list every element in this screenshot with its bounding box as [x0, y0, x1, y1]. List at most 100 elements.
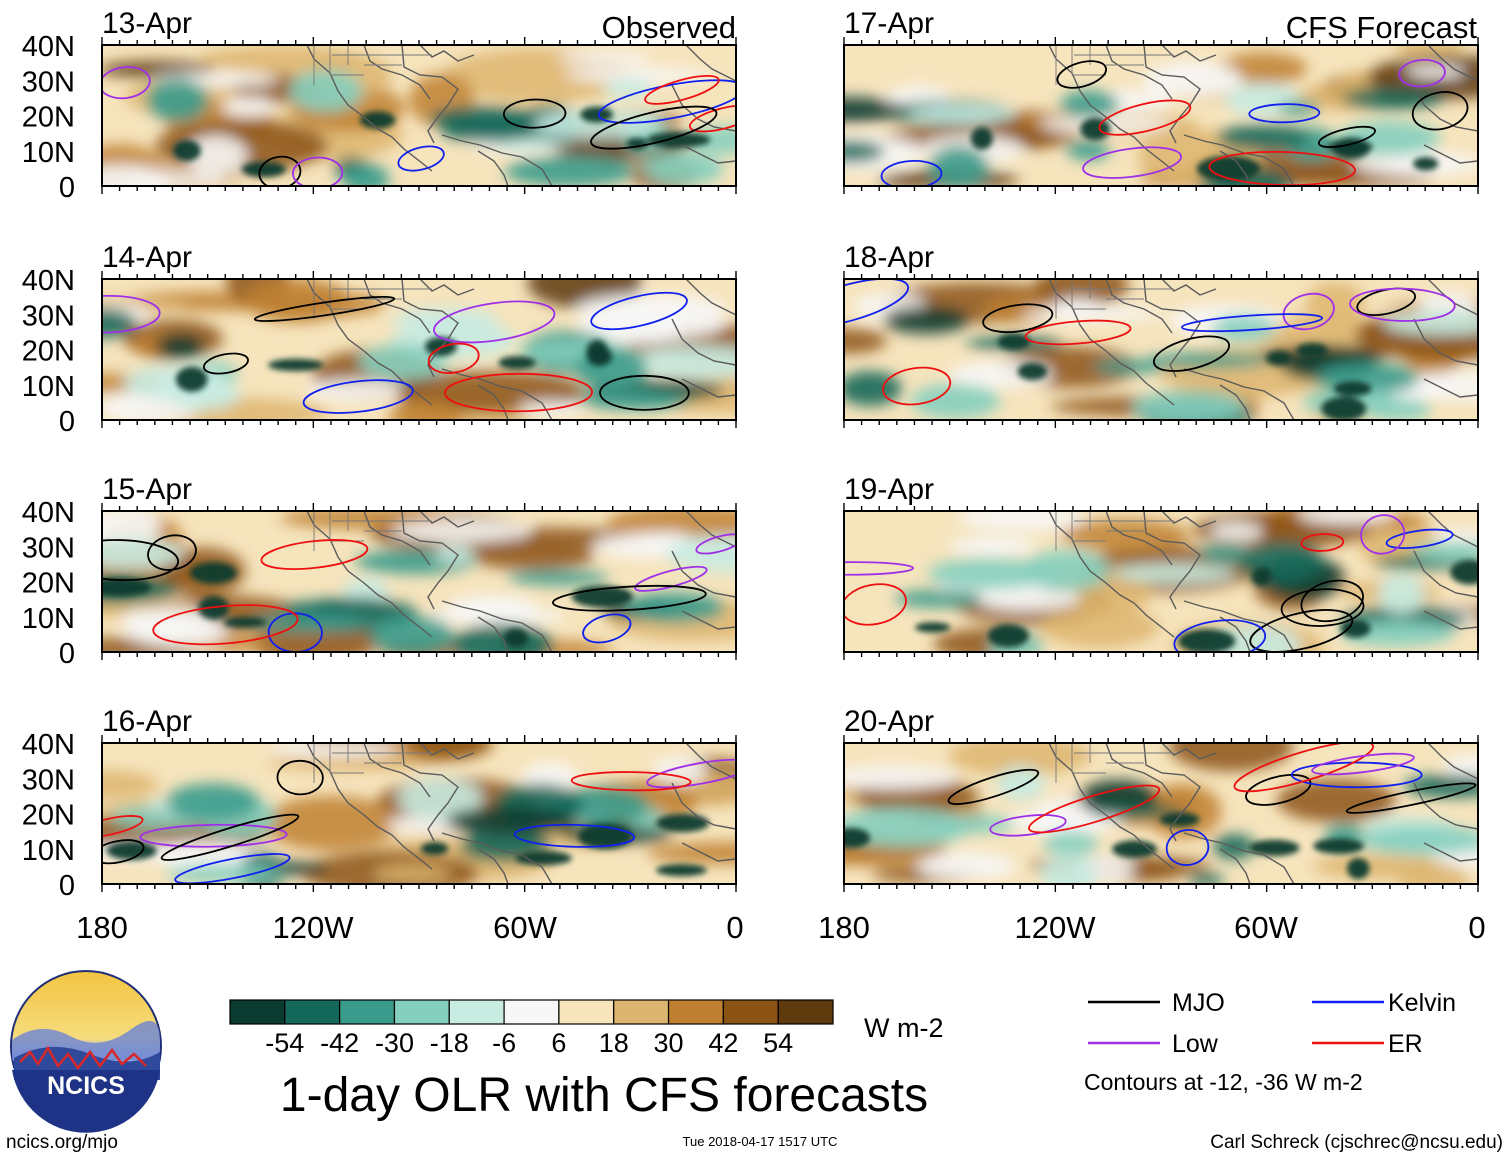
- neutral-anomaly: [564, 67, 713, 83]
- er-contour: [260, 539, 369, 570]
- olr-field: [102, 511, 736, 652]
- coastline: [1183, 600, 1295, 652]
- er-contour: [1024, 319, 1132, 346]
- coastline: [1143, 45, 1201, 144]
- wet-core: [1251, 566, 1272, 587]
- kelvin-contour: [397, 145, 445, 172]
- wet-core: [1333, 381, 1372, 397]
- neutral-anomaly: [126, 615, 227, 647]
- colorbar-swatch: [613, 999, 670, 1025]
- wet-anomaly: [1043, 830, 1099, 856]
- wet-core: [241, 161, 287, 178]
- low-contour: [1360, 514, 1406, 555]
- olr-field: [844, 45, 1478, 186]
- mjo-contour: [1345, 782, 1477, 814]
- state-border: [1072, 752, 1144, 774]
- coastline: [419, 279, 475, 296]
- lat-label: 10N: [22, 371, 75, 403]
- lat-label: 0: [59, 638, 75, 670]
- panel-date: 19-Apr: [844, 473, 934, 506]
- olr-field: [844, 279, 1478, 420]
- coastline: [1105, 279, 1173, 334]
- dry-anomaly: [1168, 743, 1294, 772]
- low-contour: [139, 823, 288, 848]
- legend-label-mjo: MJO: [1172, 989, 1225, 1017]
- wet-anomaly: [1093, 359, 1168, 374]
- wet-anomaly: [665, 534, 736, 573]
- colorbar-label: -30: [375, 1028, 414, 1058]
- wet-core: [1111, 840, 1157, 858]
- state-border: [330, 54, 402, 76]
- kelvin-contour: [1180, 313, 1324, 333]
- wet-core: [970, 127, 993, 150]
- wet-anomaly: [155, 334, 204, 360]
- kelvin-contour: [302, 379, 414, 414]
- coastline: [1048, 279, 1175, 406]
- wet-core: [223, 616, 267, 628]
- coastline: [1048, 743, 1175, 870]
- neutral-anomaly: [1430, 529, 1478, 543]
- dry-anomaly: [102, 770, 159, 799]
- lat-label: 30N: [22, 764, 75, 796]
- lat-label: 40N: [22, 497, 75, 529]
- er-contour: [1208, 150, 1356, 186]
- wet-core: [359, 111, 396, 129]
- state-borders: [1055, 511, 1174, 551]
- neutral-anomaly: [917, 851, 1017, 880]
- colorbar-label: 54: [763, 1028, 793, 1058]
- mjo-contour: [202, 352, 249, 375]
- lat-label: 20N: [22, 336, 75, 368]
- panel-date: 16-Apr: [102, 705, 192, 738]
- low-contour: [646, 758, 736, 789]
- dry-anomaly: [372, 863, 452, 883]
- wet-core: [189, 562, 237, 584]
- wet-core: [1326, 140, 1373, 153]
- coastline: [1219, 384, 1251, 420]
- wet-core: [515, 851, 572, 866]
- logo-text: NCICS: [47, 1072, 125, 1100]
- wet-core: [1265, 350, 1292, 366]
- source-url: ncics.org/mjo: [6, 1132, 118, 1153]
- wet-anomaly: [1089, 804, 1184, 819]
- er-contour: [1300, 533, 1345, 552]
- tick-marks: [101, 735, 737, 892]
- coastline: [1143, 743, 1201, 842]
- wet-anomaly: [289, 69, 363, 113]
- dry-anomaly: [263, 795, 399, 852]
- lat-label: 0: [59, 406, 75, 438]
- coastline: [671, 550, 736, 598]
- neutral-anomaly: [185, 135, 247, 175]
- coastline: [477, 848, 509, 884]
- colorbar-label: 18: [599, 1028, 629, 1058]
- colorbar-label: 30: [654, 1028, 684, 1058]
- lon-label: 60W: [493, 910, 557, 945]
- neutral-anomaly: [957, 511, 1085, 531]
- mjo-contour: [1245, 774, 1312, 806]
- wet-anomaly: [359, 344, 447, 381]
- coastline: [419, 511, 475, 528]
- wet-anomaly: [507, 570, 610, 586]
- colorbar-swatch: [229, 999, 286, 1025]
- wet-core: [498, 356, 536, 370]
- wet-anomaly: [145, 78, 209, 122]
- wet-anomaly: [445, 806, 576, 836]
- coastline: [401, 279, 459, 378]
- coastline: [1183, 368, 1295, 420]
- low-contour: [989, 814, 1067, 837]
- low-contour: [695, 533, 736, 555]
- lon-axis-left: 180 120W 60W 0: [76, 910, 743, 945]
- colorbar: -54 -42 -30 -18 -6 6 18 30 42 54: [229, 999, 834, 1058]
- map-panel: 19-Apr: [843, 473, 1479, 660]
- colorbar-swatch: [722, 999, 779, 1025]
- coastlines: [1048, 511, 1478, 652]
- state-borders: [1055, 45, 1174, 85]
- neutral-anomaly: [949, 536, 1037, 556]
- observed-header: Observed: [602, 10, 736, 45]
- colorbar-swatch: [503, 999, 560, 1025]
- lat-label: 40N: [22, 265, 75, 297]
- lat-label: 30N: [22, 300, 75, 332]
- coastline: [401, 743, 459, 842]
- coastline: [1219, 848, 1251, 884]
- coastline: [671, 84, 736, 132]
